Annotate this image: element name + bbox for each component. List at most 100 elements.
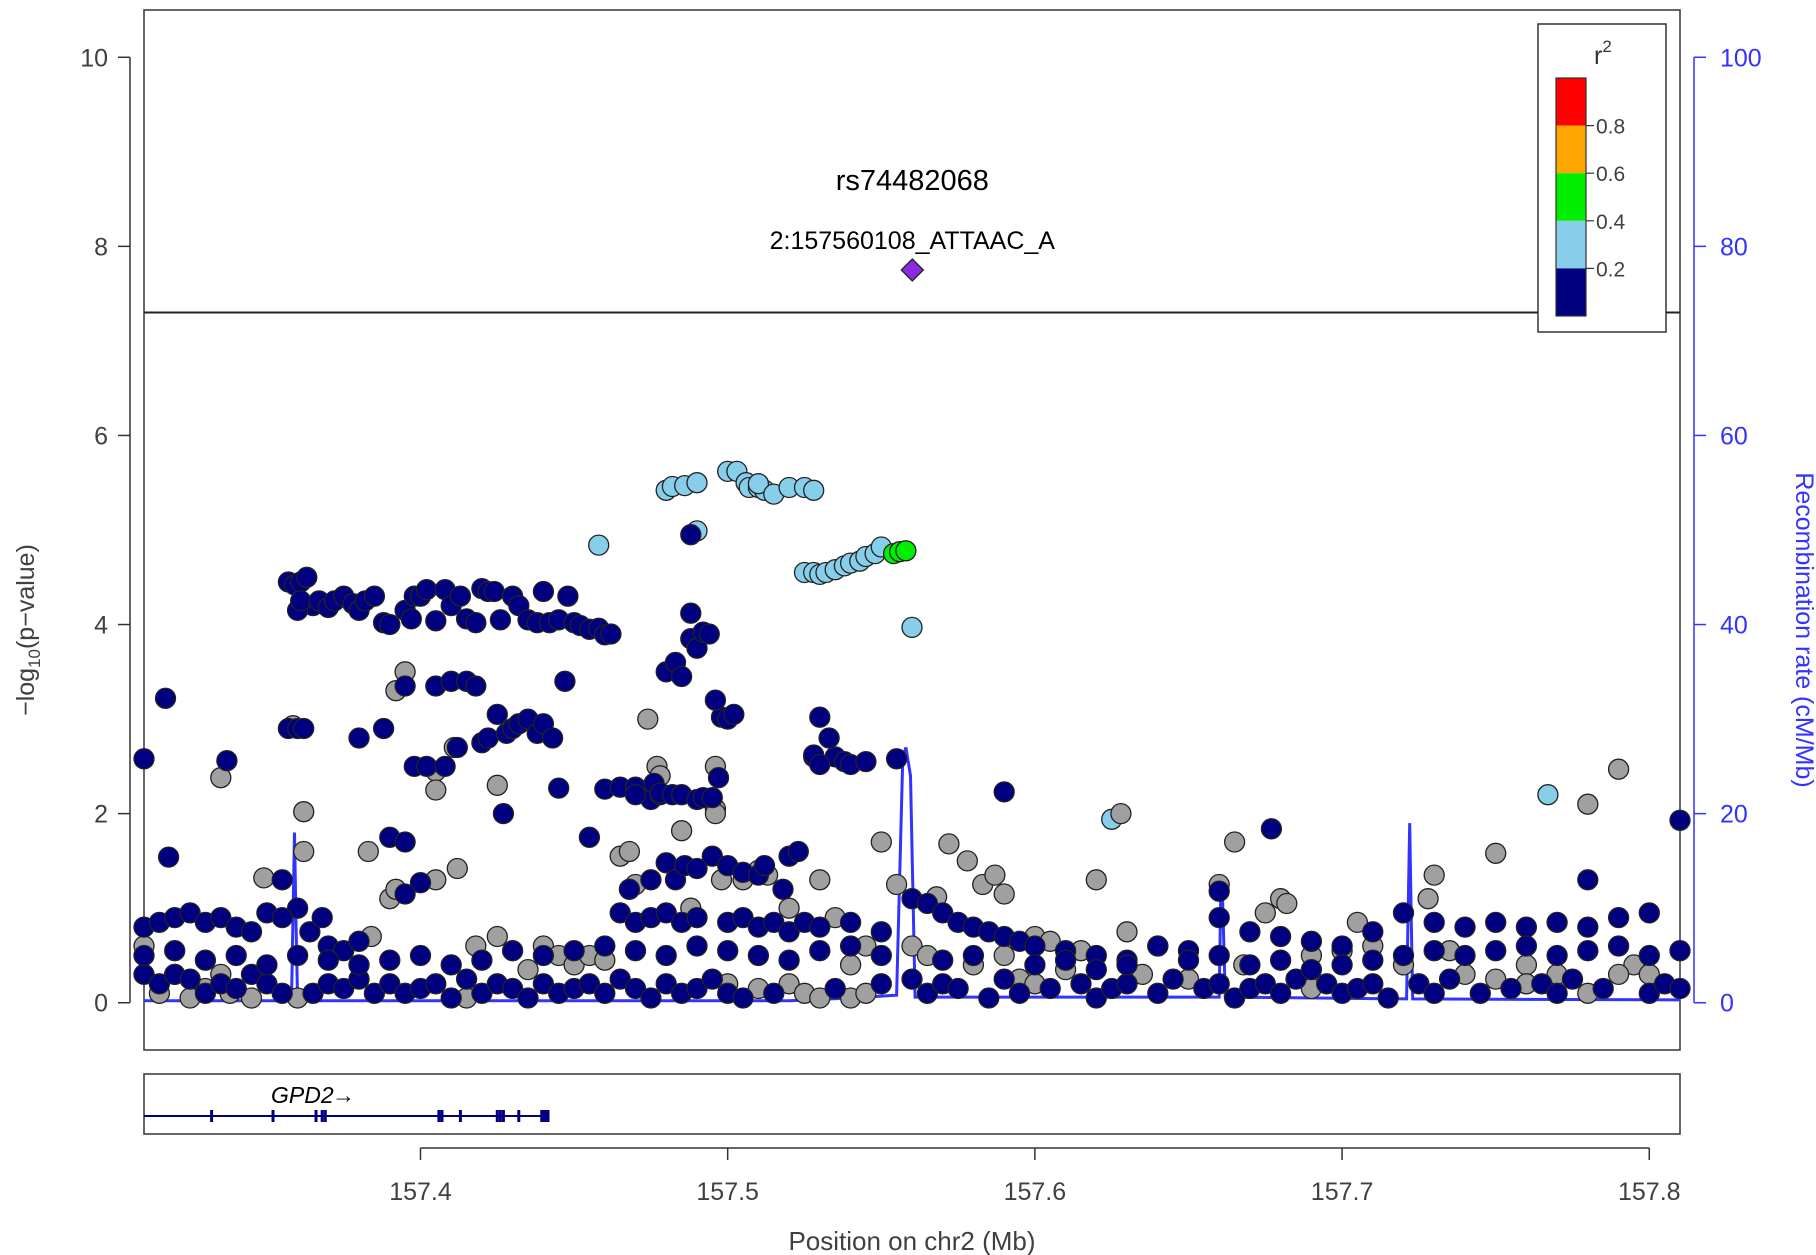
gene-exon xyxy=(437,1110,441,1122)
snp-point xyxy=(855,982,877,1004)
snp-point xyxy=(409,872,432,894)
snp-point xyxy=(1116,921,1138,943)
snp-point xyxy=(1515,935,1538,957)
snp-point xyxy=(772,878,794,900)
x-tick-label: 157.7 xyxy=(1311,1178,1374,1206)
snp-point xyxy=(655,973,677,995)
snp-point xyxy=(271,906,293,929)
snp-point xyxy=(1316,973,1338,995)
snp-point xyxy=(1607,963,1630,986)
snp-point xyxy=(1537,784,1559,806)
snp-point xyxy=(1515,916,1538,938)
snp-point xyxy=(1131,963,1154,986)
snp-point xyxy=(686,935,708,957)
x-tick-label: 157.8 xyxy=(1618,1178,1681,1206)
r2-legend: r2 0.8 0.6 0.4 0.2 xyxy=(1537,23,1667,333)
snp-point xyxy=(640,869,662,891)
snp-point xyxy=(1607,935,1630,957)
snp-point xyxy=(256,954,278,976)
snp-point xyxy=(1039,977,1061,1000)
x-tick-label: 157.4 xyxy=(389,1178,452,1206)
snp-point xyxy=(1254,902,1276,924)
x-axis-label: Position on chr2 (Mb) xyxy=(788,1226,1035,1255)
snp-point xyxy=(885,873,908,896)
snp-point xyxy=(747,944,770,967)
snp-point xyxy=(1024,954,1046,976)
y-tick-label: 2 xyxy=(94,801,108,829)
snp-point xyxy=(993,781,1015,803)
gene-exon xyxy=(517,1110,521,1122)
snp-point xyxy=(624,784,647,806)
snp-point xyxy=(701,786,723,809)
snp-point xyxy=(901,616,923,639)
snp-point xyxy=(240,987,263,1009)
y2-tick-label: 40 xyxy=(1720,612,1748,640)
snp-point xyxy=(446,857,468,880)
gene-exon xyxy=(495,1110,499,1122)
snp-point xyxy=(1423,864,1445,886)
snp-point xyxy=(517,987,539,1009)
gene-exon xyxy=(501,1110,505,1122)
snp-point xyxy=(1423,911,1445,934)
snp-point xyxy=(293,717,315,740)
snp-point xyxy=(670,665,693,688)
snp-point xyxy=(809,916,831,938)
snp-point xyxy=(594,935,616,957)
snp-point xyxy=(296,566,318,588)
y-tick-label: 8 xyxy=(94,233,108,261)
snp-point xyxy=(809,940,831,962)
snp-point xyxy=(717,940,739,962)
snp-point xyxy=(984,864,1006,886)
snp-point xyxy=(363,585,386,607)
snp-point xyxy=(1254,973,1276,995)
snp-point xyxy=(732,987,754,1009)
snp-point xyxy=(932,949,954,971)
lead-snp-rsid: rs74482068 xyxy=(836,165,989,197)
snp-point xyxy=(1239,921,1261,943)
gene-direction-arrow: → xyxy=(332,1082,355,1108)
snp-point xyxy=(698,623,720,645)
snp-point xyxy=(778,973,800,995)
gene-exon xyxy=(210,1110,214,1122)
snp-point xyxy=(978,987,1000,1009)
snp-point xyxy=(363,982,386,1004)
snp-point xyxy=(839,935,862,957)
snp-point xyxy=(501,940,524,962)
snp-point xyxy=(1054,949,1077,971)
snp-point xyxy=(179,968,201,990)
y2-tick-label: 100 xyxy=(1720,44,1762,72)
x-tick-label: 157.5 xyxy=(696,1178,759,1206)
snp-point xyxy=(993,883,1015,905)
snp-point xyxy=(1331,954,1353,976)
snp-point xyxy=(1008,982,1031,1004)
snp-point xyxy=(333,940,355,962)
snp-point xyxy=(870,921,892,943)
snp-point xyxy=(446,736,468,759)
snp-point xyxy=(723,703,745,726)
snp-point xyxy=(379,613,401,636)
snp-point xyxy=(1638,944,1660,967)
snp-point xyxy=(1607,906,1630,929)
snp-point xyxy=(809,706,831,728)
snp-point xyxy=(1669,809,1691,831)
snp-point xyxy=(210,906,232,929)
snp-point xyxy=(578,826,601,848)
legend-swatch xyxy=(1556,220,1586,269)
snp-point xyxy=(554,670,576,692)
snp-point xyxy=(179,902,201,924)
snp-point xyxy=(1531,973,1553,995)
y2-tick-label: 0 xyxy=(1720,990,1734,1018)
snp-point xyxy=(1408,973,1430,995)
snp-point xyxy=(409,944,432,967)
snp-point xyxy=(348,954,370,976)
gene-track: GPD2→ xyxy=(144,1082,550,1122)
snp-point xyxy=(763,982,785,1004)
snp-point xyxy=(938,833,960,855)
snp-point xyxy=(1285,968,1307,990)
gene-last-exon xyxy=(540,1110,550,1122)
snp-point xyxy=(486,703,508,726)
gene-exon xyxy=(320,1110,324,1122)
snp-point xyxy=(240,921,263,943)
snp-point xyxy=(1577,940,1599,962)
